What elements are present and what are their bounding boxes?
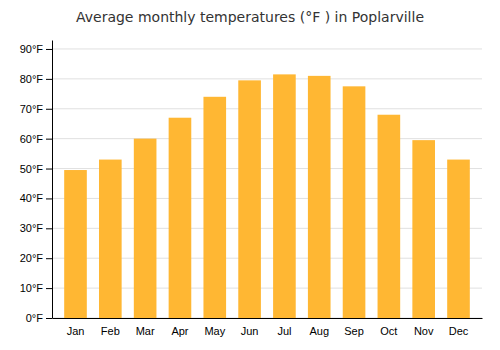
- bar: [99, 160, 122, 318]
- chart: Average monthly temperatures (°F ) in Po…: [0, 0, 500, 350]
- tick-label: 10°F: [20, 282, 44, 294]
- tick: Apr: [171, 325, 188, 337]
- bar: [308, 76, 331, 318]
- tick: 30°F: [20, 222, 52, 234]
- tick-mark: [46, 139, 52, 140]
- bar: [203, 97, 226, 318]
- tick-label: Dec: [449, 325, 469, 337]
- tick: Jun: [241, 325, 259, 337]
- bar: [343, 86, 366, 318]
- tick-label: 80°F: [20, 73, 44, 85]
- tick-label: 60°F: [20, 133, 44, 145]
- tick: 70°F: [20, 103, 52, 115]
- bar: [169, 118, 192, 318]
- tick-label: 70°F: [20, 103, 44, 115]
- bar: [238, 80, 261, 318]
- tick-mark: [46, 228, 52, 229]
- tick: Dec: [449, 325, 469, 337]
- axis-line: [52, 41, 53, 319]
- tick-label: Jan: [67, 325, 85, 337]
- axis-line: [53, 318, 483, 319]
- tick-mark: [46, 169, 52, 170]
- tick-label: 20°F: [20, 252, 44, 264]
- tick: 20°F: [20, 252, 52, 264]
- tick-label: Aug: [309, 325, 329, 337]
- tick-label: Feb: [101, 325, 120, 337]
- tick-label: 50°F: [20, 163, 44, 175]
- tick-mark: [46, 198, 52, 199]
- tick-mark: [46, 258, 52, 259]
- grid-line: [52, 108, 482, 109]
- bar: [378, 115, 401, 318]
- tick: 10°F: [20, 282, 52, 294]
- tick-mark: [46, 79, 52, 80]
- tick-label: May: [204, 325, 225, 337]
- tick: Oct: [380, 325, 397, 337]
- y-axis: 0°F 10°F 20°F 30°F 40°F 50°F 60°F 70°F 80°F 90°F: [20, 41, 53, 325]
- tick-label: Jul: [277, 325, 291, 337]
- bar: [64, 170, 87, 318]
- tick-label: 30°F: [20, 222, 44, 234]
- tick: 90°F: [20, 43, 52, 55]
- tick: Aug: [309, 325, 329, 337]
- tick: 80°F: [20, 73, 52, 85]
- plot: Jan Feb Mar Apr May Jun Jul Aug Sep Oct Nov Dec 0°F 1…: [20, 41, 483, 337]
- tick-label: Nov: [414, 325, 434, 337]
- bar: [447, 160, 470, 318]
- tick: May: [204, 325, 225, 337]
- grid: [52, 49, 482, 318]
- tick: Feb: [101, 325, 120, 337]
- tick-label: Sep: [344, 325, 364, 337]
- bars: [64, 74, 470, 318]
- x-axis: Jan Feb Mar Apr May Jun Jul Aug Sep Oct Nov Dec: [53, 319, 483, 337]
- tick-label: Jun: [241, 325, 259, 337]
- tick-label: Apr: [171, 325, 188, 337]
- grid-line: [52, 48, 482, 49]
- tick-mark: [46, 318, 52, 319]
- tick-label: 40°F: [20, 192, 44, 204]
- tick-label: Oct: [380, 325, 397, 337]
- tick-mark: [46, 288, 52, 289]
- bar: [273, 74, 296, 318]
- title: Average monthly temperatures (°F ) in Po…: [76, 9, 424, 25]
- tick: Mar: [136, 325, 155, 337]
- tick-mark: [46, 109, 52, 110]
- bar: [134, 139, 157, 318]
- tick: Sep: [344, 325, 364, 337]
- grid-line: [52, 78, 482, 79]
- tick: Nov: [414, 325, 434, 337]
- tick: 60°F: [20, 133, 52, 145]
- tick: Jul: [277, 325, 291, 337]
- bar: [412, 140, 435, 318]
- tick-label: 90°F: [20, 43, 44, 55]
- tick: Jan: [67, 325, 85, 337]
- tick: 0°F: [26, 312, 52, 324]
- tick-label: 0°F: [26, 312, 44, 324]
- tick: 50°F: [20, 163, 52, 175]
- tick-mark: [46, 49, 52, 50]
- grid-line: [52, 138, 482, 139]
- tick: 40°F: [20, 192, 52, 204]
- tick-label: Mar: [136, 325, 155, 337]
